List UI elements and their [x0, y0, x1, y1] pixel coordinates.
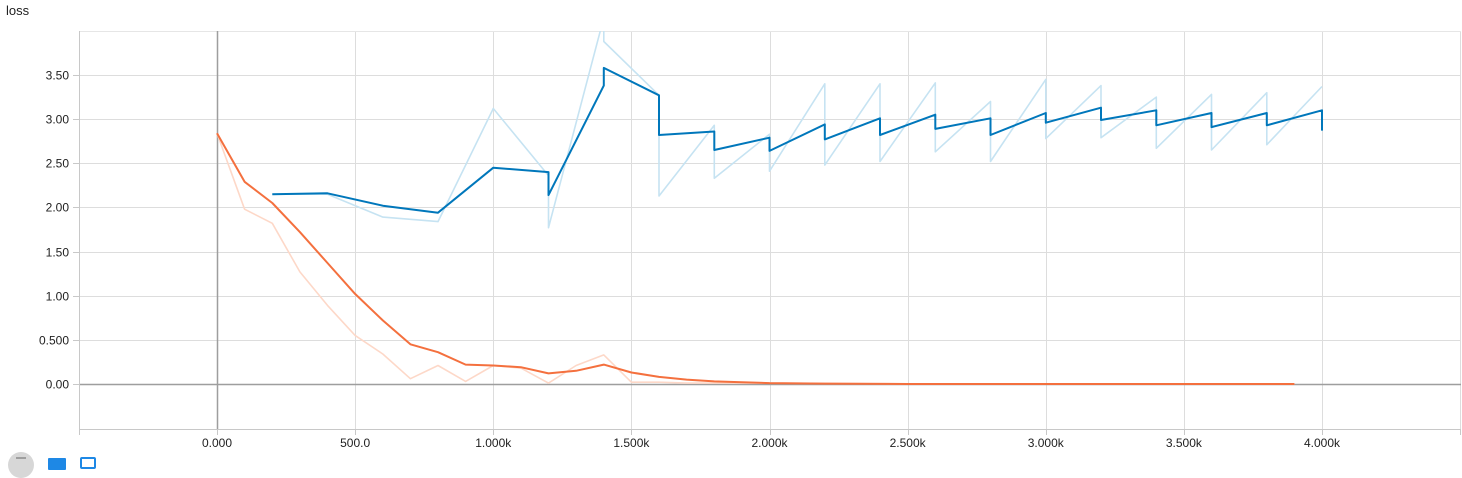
- x-tick-label: 2.500k: [890, 436, 927, 450]
- x-tick-label: 3.000k: [1028, 436, 1065, 450]
- x-tick-label: 4.000k: [1304, 436, 1341, 450]
- chart-toolbar: [8, 452, 118, 478]
- y-tick-label: 2.00: [46, 201, 70, 215]
- chart-title: loss: [6, 3, 30, 18]
- x-tick-label: 500.0: [340, 436, 370, 450]
- y-tick-label: 3.50: [46, 69, 70, 83]
- y-tick-label: 1.50: [46, 246, 70, 260]
- x-tick-label: 1.500k: [613, 436, 650, 450]
- loss-chart[interactable]: 0.000 500.0 1.000k 1.500k 2.000k 2.500k 3.000k…: [0, 0, 1462, 462]
- x-tick-label: 2.000k: [751, 436, 788, 450]
- y-tick-label: 3.00: [46, 113, 70, 127]
- series-lines: [216, 31, 1323, 385]
- x-tick-label: 0.000: [202, 436, 232, 450]
- x-tick-label: 1.000k: [475, 436, 512, 450]
- series-line-orange_smoothed: [216, 132, 1295, 385]
- expand-glyph: [16, 457, 26, 463]
- y-tick-labels: 0.00 0.500 1.00 1.50 2.00 2.50 3.00 3.50: [39, 69, 69, 392]
- x-tick-label: 3.500k: [1166, 436, 1203, 450]
- series-line-blue_smoothed: [272, 66, 1323, 214]
- expand-icon[interactable]: [8, 452, 34, 478]
- fit-domain-icon[interactable]: [80, 457, 96, 469]
- x-tick-labels: 0.000 500.0 1.000k 1.500k 2.000k 2.500k 3.000k…: [202, 436, 1341, 450]
- y-tick-label: 1.00: [46, 290, 70, 304]
- data-toggle-icon[interactable]: [48, 458, 66, 470]
- y-tick-label: 0.500: [39, 334, 69, 348]
- y-tick-label: 2.50: [46, 157, 70, 171]
- y-tick-label: 0.00: [46, 378, 70, 392]
